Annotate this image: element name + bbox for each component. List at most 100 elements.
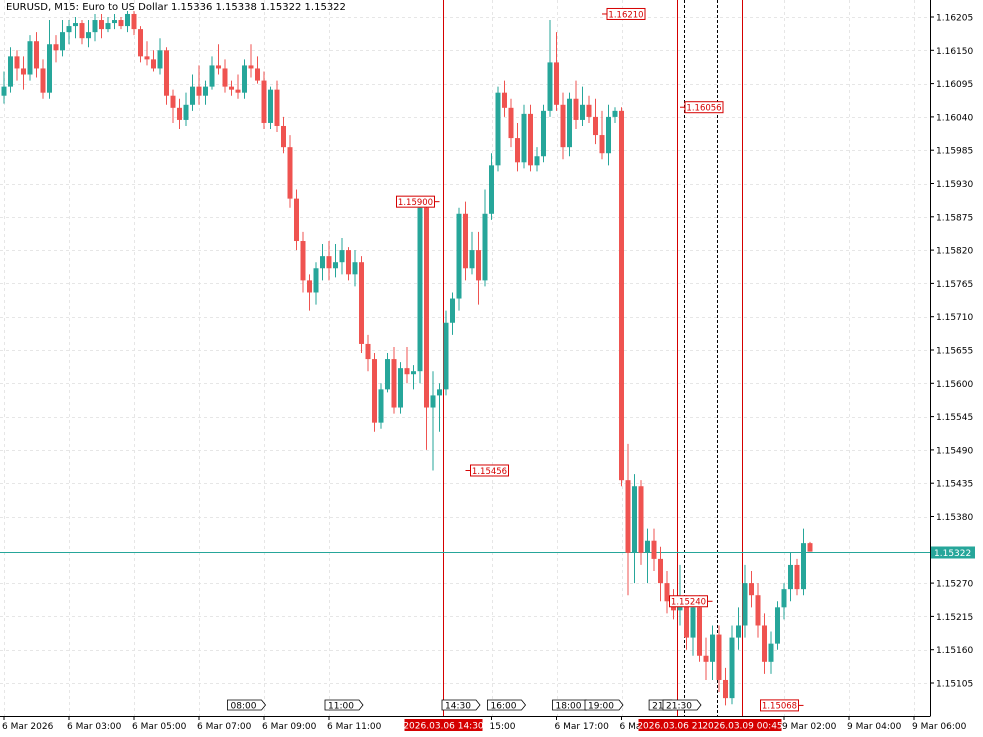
event-time-label: 2026.03.06 14:30 xyxy=(403,719,484,732)
price-label-text: 1.15456 xyxy=(472,467,507,477)
candle-body xyxy=(807,543,813,552)
price-label: 1.15900 xyxy=(396,195,440,208)
candle xyxy=(170,89,176,123)
chart-header: EURUSD, M15: Euro to US Dollar 1.15336 1… xyxy=(6,2,346,13)
candle xyxy=(86,20,91,48)
candle-body xyxy=(638,486,644,553)
candle xyxy=(385,353,390,393)
candle-body xyxy=(281,125,286,148)
current-price-bg xyxy=(931,546,975,559)
event-time-text: 2026.03.06 14:30 xyxy=(403,722,484,732)
candle-body xyxy=(762,625,767,662)
y-tick-label: 1.15820 xyxy=(936,247,973,257)
candle-body xyxy=(34,41,39,69)
candles xyxy=(1,10,813,706)
price-label-text: 1.16210 xyxy=(608,10,643,20)
price-label: 1.15240 xyxy=(669,595,713,608)
candle-body xyxy=(118,20,124,27)
candle xyxy=(391,346,397,414)
x-tick-label: 6 Mar 11:00 xyxy=(327,722,382,732)
candle-body xyxy=(14,56,20,69)
candle-body xyxy=(645,540,650,553)
candle-body xyxy=(60,32,65,51)
session-marker-text: 14:30 xyxy=(445,702,471,712)
candle-body xyxy=(495,92,501,166)
candle xyxy=(710,625,715,680)
candle-body xyxy=(73,23,78,27)
candle xyxy=(73,17,78,39)
session-marker-text: 11:00 xyxy=(328,702,354,712)
candle-body xyxy=(177,107,182,120)
candle xyxy=(248,44,254,78)
event-time-label: 2026.03.09 00:45 xyxy=(702,719,783,732)
candle xyxy=(14,50,20,81)
candle-body xyxy=(599,135,605,154)
x-tick-label: 9 Mar 02:00 xyxy=(782,722,837,732)
y-tick-label: 1.15655 xyxy=(936,347,973,357)
y-tick-label: 1.16205 xyxy=(936,14,973,24)
price-label-box xyxy=(606,7,646,20)
candle xyxy=(151,50,156,72)
candle xyxy=(365,334,371,372)
candle xyxy=(645,528,650,584)
candle-body xyxy=(112,20,117,24)
y-axis: 1.16205 1.16150 1.16095 1.16040 1.15985 1.159… xyxy=(930,14,973,690)
candle-body xyxy=(164,50,169,96)
candle xyxy=(1,71,7,104)
candle xyxy=(489,153,494,220)
session-marker-tag xyxy=(487,699,527,711)
candle xyxy=(807,541,813,552)
candle-body xyxy=(411,371,416,375)
candle xyxy=(417,201,423,384)
candle-body xyxy=(151,59,156,69)
candle xyxy=(99,13,104,39)
y-tick-label: 1.15710 xyxy=(936,313,973,323)
candle xyxy=(346,247,351,281)
candle xyxy=(287,135,293,208)
candle-body xyxy=(716,634,722,680)
candle-body xyxy=(528,113,533,166)
candle xyxy=(424,201,429,450)
candle xyxy=(92,13,98,42)
candle-body xyxy=(424,207,429,408)
candle-body xyxy=(385,359,390,390)
x-tick-label: 6 Mar 09:00 xyxy=(262,722,317,732)
candle xyxy=(593,98,598,145)
candle xyxy=(788,552,793,602)
candle xyxy=(573,80,579,130)
session-marker-tag xyxy=(441,699,481,711)
candle xyxy=(612,107,618,123)
candle xyxy=(352,250,358,287)
candle xyxy=(534,147,540,172)
candle xyxy=(144,41,150,66)
candle xyxy=(307,274,312,311)
candle xyxy=(430,371,436,471)
candle-body xyxy=(619,110,624,481)
candle-body xyxy=(560,104,566,148)
candle xyxy=(450,292,455,335)
y-tick-label: 1.15490 xyxy=(936,446,973,456)
candle-body xyxy=(92,20,98,33)
candle-body xyxy=(391,359,397,408)
candle-body xyxy=(450,298,455,323)
price-label: 1.15456 xyxy=(465,464,509,477)
candle xyxy=(658,546,663,602)
candle xyxy=(456,207,462,311)
candle-body xyxy=(404,368,410,375)
candle-body xyxy=(541,110,546,157)
candle-body xyxy=(443,322,449,390)
candle-body xyxy=(755,595,761,626)
y-tick-label: 1.15380 xyxy=(936,513,973,523)
candle xyxy=(664,570,670,614)
candle-body xyxy=(547,62,553,111)
candle xyxy=(749,570,754,608)
candle xyxy=(372,353,377,432)
session-marker: 08:00 xyxy=(227,699,267,712)
candle-body xyxy=(216,65,221,69)
candle-body xyxy=(430,395,436,408)
session-marker-text: 21:30 xyxy=(666,702,692,712)
session-marker-tag xyxy=(324,699,364,711)
session-marker: 11:00 xyxy=(324,699,364,712)
